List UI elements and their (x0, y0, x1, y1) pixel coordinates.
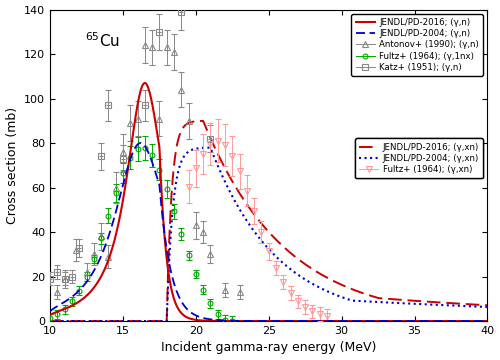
X-axis label: Incident gamma-ray energy (MeV): Incident gamma-ray energy (MeV) (161, 341, 376, 355)
Text: $^{65}$Cu: $^{65}$Cu (85, 31, 120, 50)
Legend: JENDL/PD-2016; (γ,xn), JENDL/PD-2004; (γ,xn), Fultz+ (1964); (γ,xn): JENDL/PD-2016; (γ,xn), JENDL/PD-2004; (γ… (355, 139, 483, 178)
Y-axis label: Cross section (mb): Cross section (mb) (6, 107, 18, 224)
